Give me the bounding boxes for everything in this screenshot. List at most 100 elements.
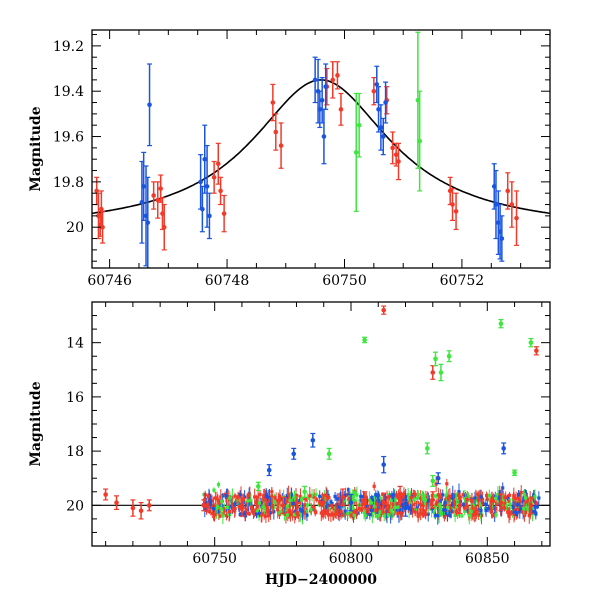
background-point (329, 500, 333, 504)
background-point (447, 510, 451, 514)
background-point (282, 506, 286, 511)
background-point (353, 513, 357, 517)
data-point (417, 138, 422, 144)
background-point (233, 502, 237, 506)
background-point (369, 508, 373, 512)
data-point (323, 84, 328, 89)
model-curve (92, 79, 550, 215)
data-point (155, 197, 161, 203)
data-point (291, 451, 297, 457)
background-point (373, 495, 377, 499)
background-point (408, 507, 413, 511)
background-point (340, 512, 344, 516)
background-point (517, 497, 521, 501)
background-point (288, 512, 293, 516)
background-point (493, 507, 498, 511)
background-point (454, 500, 458, 504)
data-point (278, 143, 284, 148)
background-point (374, 493, 378, 497)
background-point (460, 514, 464, 518)
data-point (138, 508, 144, 514)
background-point (497, 496, 501, 500)
background-point (270, 504, 274, 508)
background-point (433, 504, 438, 508)
background-point (347, 488, 351, 492)
background-point (465, 497, 469, 502)
background-point (348, 511, 352, 516)
background-point (359, 508, 364, 512)
background-point (411, 507, 415, 511)
background-point (250, 508, 254, 512)
background-point (333, 494, 337, 499)
data-point (94, 188, 99, 194)
y-axis-label: Magnitude (28, 106, 44, 191)
background-point (364, 495, 368, 499)
background-point (291, 498, 295, 502)
data-point (317, 107, 323, 112)
background-point (519, 490, 523, 495)
y-tick-label: 19.8 (53, 175, 84, 191)
background-point (211, 507, 216, 511)
background-point (288, 498, 292, 502)
data-point (211, 175, 217, 180)
background-point (221, 494, 225, 498)
background-point (310, 493, 314, 497)
background-point (353, 491, 357, 495)
data-point (204, 184, 210, 189)
background-point (347, 497, 351, 501)
background-point (500, 506, 504, 510)
background-point (212, 504, 216, 508)
background-point (448, 506, 452, 510)
data-point (371, 88, 377, 94)
background-point (421, 512, 425, 516)
background-point (451, 501, 455, 505)
background-point (268, 499, 272, 503)
background-point (380, 504, 384, 508)
background-point (364, 501, 368, 506)
background-point (359, 494, 363, 498)
plot-area (92, 305, 550, 525)
background-point (228, 496, 232, 500)
background-point (439, 497, 443, 501)
background-point (421, 504, 425, 508)
background-point (213, 496, 218, 500)
background-point (233, 494, 237, 498)
background-point (396, 505, 400, 509)
background-point (456, 493, 460, 497)
background-point (264, 514, 268, 518)
background-point (490, 505, 495, 509)
background-point (351, 507, 355, 511)
background-point (343, 493, 347, 498)
background-point (238, 504, 242, 509)
data-point (512, 470, 517, 476)
background-point (256, 503, 260, 508)
background-point (413, 492, 417, 497)
background-point (442, 508, 446, 512)
background-point (270, 494, 274, 498)
background-point (215, 505, 219, 509)
background-point (335, 503, 339, 507)
background-point (441, 493, 445, 497)
background-point (445, 497, 450, 502)
background-point (381, 511, 386, 515)
background-point (467, 514, 471, 518)
background-point (222, 509, 226, 513)
background-point (464, 503, 468, 507)
background-point (397, 496, 401, 500)
background-point (224, 513, 229, 518)
background-point (477, 513, 481, 517)
background-point (518, 499, 522, 503)
background-point (438, 499, 442, 504)
background-point (522, 507, 526, 511)
background-point (446, 505, 450, 510)
x-tick-label: 60752 (440, 273, 485, 289)
background-point (470, 499, 474, 504)
background-point (365, 505, 370, 509)
background-point (496, 493, 500, 497)
data-point (99, 206, 104, 212)
background-point (501, 499, 505, 503)
background-point (238, 512, 242, 517)
background-point (436, 514, 440, 518)
background-point (370, 514, 374, 518)
data-point (198, 179, 203, 185)
